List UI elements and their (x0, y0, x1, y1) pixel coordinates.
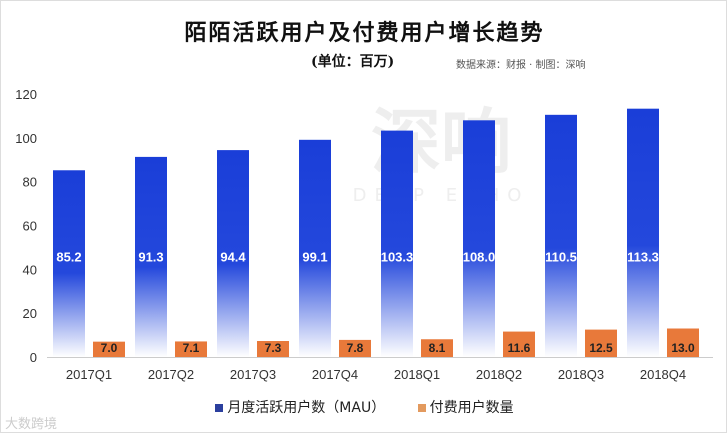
y-tick-label: 60 (23, 219, 37, 234)
bar-paying (667, 328, 699, 357)
bar-paying (175, 341, 207, 357)
legend-item-paying: 付费用户数量 (417, 400, 514, 416)
x-tick-label: 2018Q1 (394, 367, 440, 382)
y-tick-label: 120 (15, 87, 37, 102)
data-label-paying: 12.5 (589, 341, 613, 355)
bar-mau (53, 170, 85, 357)
y-tick-label: 40 (23, 262, 37, 277)
data-label-paying: 11.6 (508, 341, 531, 355)
bar-mau (627, 108, 659, 357)
bar-paying (257, 341, 289, 357)
y-tick-label: 80 (23, 175, 37, 190)
legend-swatch-paying (417, 404, 426, 412)
watermark-text: DEEP ECHO (353, 185, 530, 206)
chart-subtitle: (单位：百万) (311, 54, 395, 70)
bar-mau (299, 139, 331, 357)
data-label-mau: 91.3 (138, 249, 163, 264)
data-label-mau: 110.5 (545, 249, 577, 264)
data-label-mau: 94.4 (220, 249, 246, 264)
data-label-paying: 7.1 (183, 341, 200, 355)
y-tick-label: 0 (30, 350, 37, 365)
bar-mau (135, 156, 167, 357)
bar-mau (217, 150, 249, 357)
data-label-mau: 103.3 (381, 249, 414, 264)
bar-mau (381, 130, 413, 357)
data-label-mau: 108.0 (463, 249, 496, 264)
bar-paying (503, 331, 535, 357)
x-tick-label: 2017Q3 (230, 367, 276, 382)
x-tick-label: 2017Q4 (312, 367, 358, 382)
y-tick-label: 20 (23, 306, 37, 321)
corner-watermark: 大数跨境 (5, 417, 58, 432)
data-label-paying: 7.8 (347, 341, 364, 355)
data-label-paying: 8.1 (429, 341, 446, 355)
legend: 月度活跃用户数（MAU） 付费用户数量 (1, 397, 726, 417)
data-label-paying: 13.0 (671, 341, 695, 355)
x-tick-label: 2018Q2 (476, 367, 522, 382)
legend-swatch-mau (215, 404, 224, 412)
bar-paying (585, 329, 617, 357)
source-note: 数据来源：财报 · 制图：深响 (456, 60, 586, 71)
data-label-paying: 7.3 (265, 341, 282, 355)
bar-mau (463, 120, 495, 357)
data-label-paying: 7.0 (101, 341, 118, 355)
x-tick-label: 2017Q1 (66, 367, 112, 382)
bar-mau (545, 114, 577, 357)
x-tick-label: 2017Q2 (148, 367, 194, 382)
legend-item-mau: 月度活跃用户数（MAU） (215, 400, 385, 416)
data-label-mau: 99.1 (302, 249, 327, 264)
bar-paying (421, 339, 453, 357)
bar-paying (93, 341, 125, 357)
bar-paying (339, 339, 371, 357)
x-tick-label: 2018Q3 (558, 367, 604, 382)
x-tick-label: 2018Q4 (640, 367, 686, 382)
data-label-mau: 113.3 (627, 249, 659, 264)
data-label-mau: 85.2 (56, 249, 81, 264)
chart-title: 陌陌活跃用户及付费用户增长趋势 (184, 20, 545, 46)
y-tick-label: 100 (15, 131, 37, 146)
